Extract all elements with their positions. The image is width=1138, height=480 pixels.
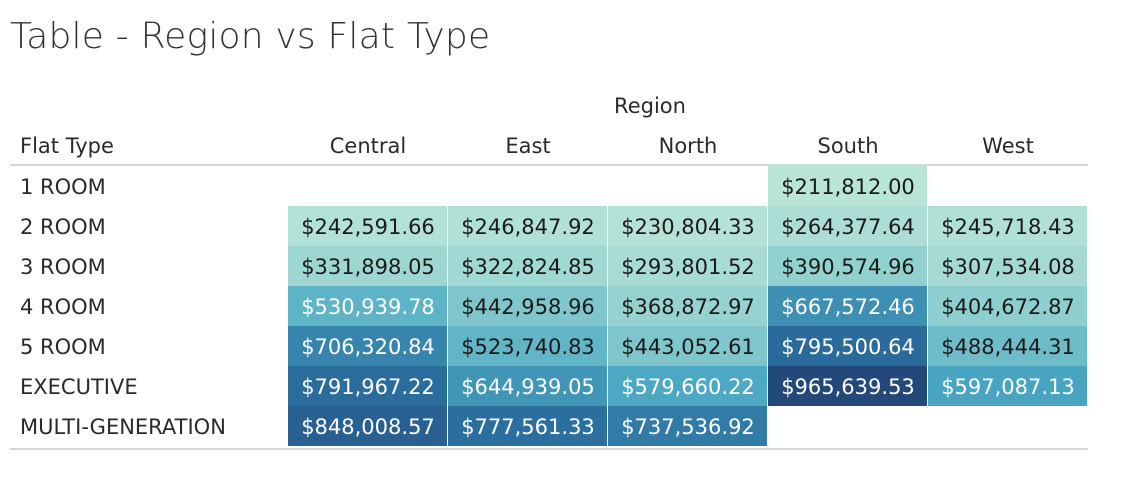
cell-value-label: $211,812.00	[781, 175, 915, 199]
cell-value-label: $230,804.33	[621, 215, 755, 239]
heatmap-cell	[448, 286, 607, 326]
cell-value-label: $242,591.66	[301, 215, 435, 239]
heatmap-cell	[448, 366, 607, 406]
heatmap-cell	[448, 326, 607, 366]
heatmap-cell	[448, 246, 607, 286]
heatmap-cell	[608, 286, 767, 326]
heatmap-cell	[608, 326, 767, 366]
row-label: MULTI-GENERATION	[20, 415, 226, 439]
heatmap-cell	[288, 406, 447, 446]
cell-value-label: $442,958.96	[461, 295, 595, 319]
heatmap-cell	[608, 406, 767, 446]
heatmap-cell	[928, 206, 1087, 246]
heatmap-cell	[768, 206, 927, 246]
column-header: South	[817, 134, 878, 158]
cell-value-label: $307,534.08	[941, 255, 1075, 279]
column-header: West	[982, 134, 1034, 158]
cell-value-label: $246,847.92	[461, 215, 595, 239]
cell-value-label: $293,801.52	[621, 255, 755, 279]
heatmap-cell	[928, 366, 1087, 406]
cell-value-label: $579,660.22	[621, 375, 755, 399]
cell-value-label: $488,444.31	[941, 335, 1075, 359]
cell-value-label: $597,087.13	[941, 375, 1075, 399]
heatmap-cell	[768, 246, 927, 286]
cell-value-label: $404,672.87	[941, 295, 1075, 319]
row-label: 2 ROOM	[20, 215, 106, 239]
heatmap-cell	[768, 326, 927, 366]
heatmap-cell	[928, 326, 1087, 366]
cell-value-label: $390,574.96	[781, 255, 915, 279]
cell-value-label: $644,939.05	[461, 375, 595, 399]
row-label: 3 ROOM	[20, 255, 106, 279]
heatmap-cell	[608, 366, 767, 406]
heatmap-cell	[768, 366, 927, 406]
heatmap-cell	[288, 286, 447, 326]
cell-value-label: $368,872.97	[621, 295, 755, 319]
cell-value-label: $848,008.57	[301, 415, 435, 439]
cell-value-label: $667,572.46	[781, 295, 915, 319]
heatmap-cell	[608, 206, 767, 246]
row-label: 5 ROOM	[20, 335, 106, 359]
heatmap-cell	[768, 166, 927, 206]
cell-value-label: $530,939.78	[301, 295, 435, 319]
cell-value-label: $737,536.92	[621, 415, 755, 439]
cell-value-label: $777,561.33	[461, 415, 595, 439]
column-header: Central	[330, 134, 406, 158]
cell-value-label: $795,500.64	[781, 335, 915, 359]
cell-value-label: $706,320.84	[301, 335, 435, 359]
cell-value-label: $245,718.43	[941, 215, 1075, 239]
cell-value-label: $791,967.22	[301, 375, 435, 399]
heatmap-cell	[608, 246, 767, 286]
row-label: 4 ROOM	[20, 295, 106, 319]
row-label: 1 ROOM	[20, 175, 106, 199]
heatmap-cell	[288, 366, 447, 406]
chart-title: Table - Region vs Flat Type	[10, 16, 491, 57]
heatmap-cell	[288, 246, 447, 286]
heatmap-cell	[448, 406, 607, 446]
heatmap-cell	[288, 326, 447, 366]
column-header: North	[659, 134, 718, 158]
row-header-label: Flat Type	[20, 134, 114, 158]
row-label: EXECUTIVE	[20, 375, 138, 399]
heatmap-cell	[288, 206, 447, 246]
cell-value-label: $322,824.85	[461, 255, 595, 279]
cell-value-label: $523,740.83	[461, 335, 595, 359]
heatmap-cell	[448, 206, 607, 246]
heatmap-cell	[928, 286, 1087, 326]
cell-value-label: $443,052.61	[621, 335, 755, 359]
column-group-label: Region	[614, 94, 686, 118]
cell-value-label: $264,377.64	[781, 215, 915, 239]
heatmap-cell	[768, 286, 927, 326]
cell-value-label: $965,639.53	[781, 375, 915, 399]
cell-value-label: $331,898.05	[301, 255, 435, 279]
column-header: East	[505, 134, 550, 158]
heatmap-cell	[928, 246, 1087, 286]
